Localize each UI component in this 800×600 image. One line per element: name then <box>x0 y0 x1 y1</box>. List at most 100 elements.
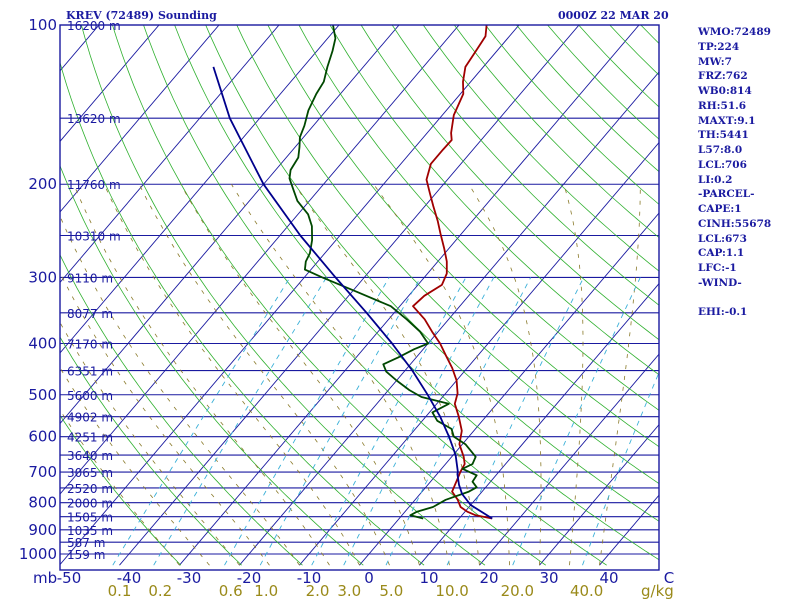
pressure-label: 900 <box>28 521 57 539</box>
pressure-label: 1000 <box>19 545 57 563</box>
stat-item: MAXT:9.1 <box>698 114 756 127</box>
isotherm-line <box>60 25 400 425</box>
dry-adiabat-line <box>80 25 486 566</box>
moist-adiabat-line <box>60 215 300 566</box>
mixing-ratio-label: 1.0 <box>254 582 278 600</box>
height-label: 3640 m <box>67 449 113 463</box>
dry-adiabat-line <box>112 25 547 566</box>
temperature-tick-label: -30 <box>177 569 202 587</box>
stats-panel: WMO:72489 TP:224 MW:7 FRZ:762 WB0:814 RH:51.6… <box>698 25 771 320</box>
height-label: 6351 m <box>67 365 113 379</box>
height-label: 7170 m <box>67 337 113 351</box>
mixing-ratio-label: 3.0 <box>337 582 361 600</box>
mixing-ratio-label: 20.0 <box>501 582 534 600</box>
dry-adiabat-line <box>60 164 364 566</box>
stat-item: LCL:673 <box>698 232 747 245</box>
temperature-tick-label: -40 <box>117 569 142 587</box>
isotherm-line <box>359 212 659 566</box>
height-label: 8077 m <box>67 307 113 321</box>
mixing-ratio-line <box>224 277 390 566</box>
mixing-ratio-label: 0.6 <box>219 582 243 600</box>
mixing-ratio-line <box>259 277 421 566</box>
stat-item: WMO:72489 <box>698 26 771 38</box>
parcel-line <box>212 66 493 520</box>
stat-item: MW:7 <box>698 55 732 68</box>
height-label: 159 m <box>67 548 105 562</box>
isotherm-line <box>60 25 340 354</box>
isotherm-line <box>60 25 460 495</box>
stat-item: TP:224 <box>698 40 740 53</box>
mixing-ratio-line <box>343 277 495 566</box>
temperature-tick-label: 10 <box>419 569 438 587</box>
temperature-tick-label: 20 <box>479 569 498 587</box>
dry-adiabat-line <box>236 25 659 485</box>
temperature-tick-label: -20 <box>237 569 262 587</box>
height-label: 1505 m <box>67 511 113 525</box>
temperature-tick-label: 0 <box>364 569 374 587</box>
mixing-ratio-unit-label: g/kg <box>641 582 674 600</box>
moist-adiabat-line <box>468 183 542 566</box>
mixing-ratio-line <box>446 277 585 566</box>
pressure-label: 200 <box>28 175 57 193</box>
mixing-ratio-label: 0.2 <box>148 582 172 600</box>
pressure-label: 300 <box>28 268 57 286</box>
pressure-label: 500 <box>28 386 57 404</box>
pressure-label: 600 <box>28 428 57 446</box>
height-label: 9110 m <box>67 271 113 285</box>
isotherm-line <box>419 282 659 566</box>
dry-adiabat-line <box>360 25 659 341</box>
temperature-line <box>412 25 493 520</box>
moist-adiabat-line <box>60 271 270 566</box>
moist-adiabat-line <box>60 321 240 566</box>
moist-adiabat-line <box>103 184 360 566</box>
pressure-label: 100 <box>28 16 57 34</box>
isotherm-line <box>539 423 659 566</box>
stat-item: TH:5441 <box>698 129 749 142</box>
height-label: 5600 m <box>67 389 113 403</box>
height-label: 1035 m <box>67 524 113 538</box>
stat-item: CAP:1.1 <box>698 247 745 260</box>
stat-item: RH:51.6 <box>698 99 747 112</box>
mixing-ratio-line <box>512 277 641 566</box>
temperature-tick-label: C <box>664 569 674 587</box>
stat-item: L57:8.0 <box>698 144 743 156</box>
moist-adiabat-line <box>599 184 641 566</box>
isotherm-line <box>479 353 659 566</box>
stat-item: -PARCEL- <box>698 188 755 201</box>
height-label: 4251 m <box>67 431 113 445</box>
moist-adiabat-line <box>373 183 510 566</box>
height-label: 10310 m <box>67 230 121 244</box>
stat-item: CINH:55678 <box>698 217 772 230</box>
stat-item <box>698 291 771 306</box>
mixing-ratio-label: 2.0 <box>306 582 330 600</box>
isotherm-line <box>60 25 160 143</box>
moist-adiabat-line <box>563 184 584 566</box>
moist-adiabat-line <box>294 183 480 566</box>
plot-frame <box>59 24 660 571</box>
stat-item: EHI:-0.1 <box>698 306 748 319</box>
temperature-tick-label: 30 <box>539 569 558 587</box>
mixing-ratio-line <box>153 277 327 566</box>
stat-item: FRZ:762 <box>698 70 748 83</box>
dry-adiabat-line <box>60 61 425 566</box>
mixing-ratio-line <box>311 277 467 566</box>
height-label: 4902 m <box>67 411 113 425</box>
pressure-label: 400 <box>28 334 57 352</box>
height-label: 13620 m <box>67 112 121 126</box>
pressure-unit-label: mb <box>33 569 57 587</box>
mixing-ratio-label: 40.0 <box>570 582 603 600</box>
stat-item: CAPE:1 <box>698 203 742 215</box>
stat-item: LCL:706 <box>698 158 747 171</box>
isotherm-line <box>179 25 640 566</box>
temperature-tick-label: -10 <box>297 569 322 587</box>
stat-item: -WIND- <box>698 276 742 289</box>
moist-adiabat-line <box>138 184 390 566</box>
moist-adiabat-line <box>73 184 330 566</box>
stat-item: WB0:814 <box>698 85 752 97</box>
dry-adiabat-line <box>267 25 659 448</box>
dry-adiabat-line <box>60 254 303 566</box>
isotherm-line <box>60 25 220 213</box>
mixing-ratio-line <box>582 371 659 566</box>
height-label: 2000 m <box>67 497 113 511</box>
isotherm-line <box>299 141 659 566</box>
